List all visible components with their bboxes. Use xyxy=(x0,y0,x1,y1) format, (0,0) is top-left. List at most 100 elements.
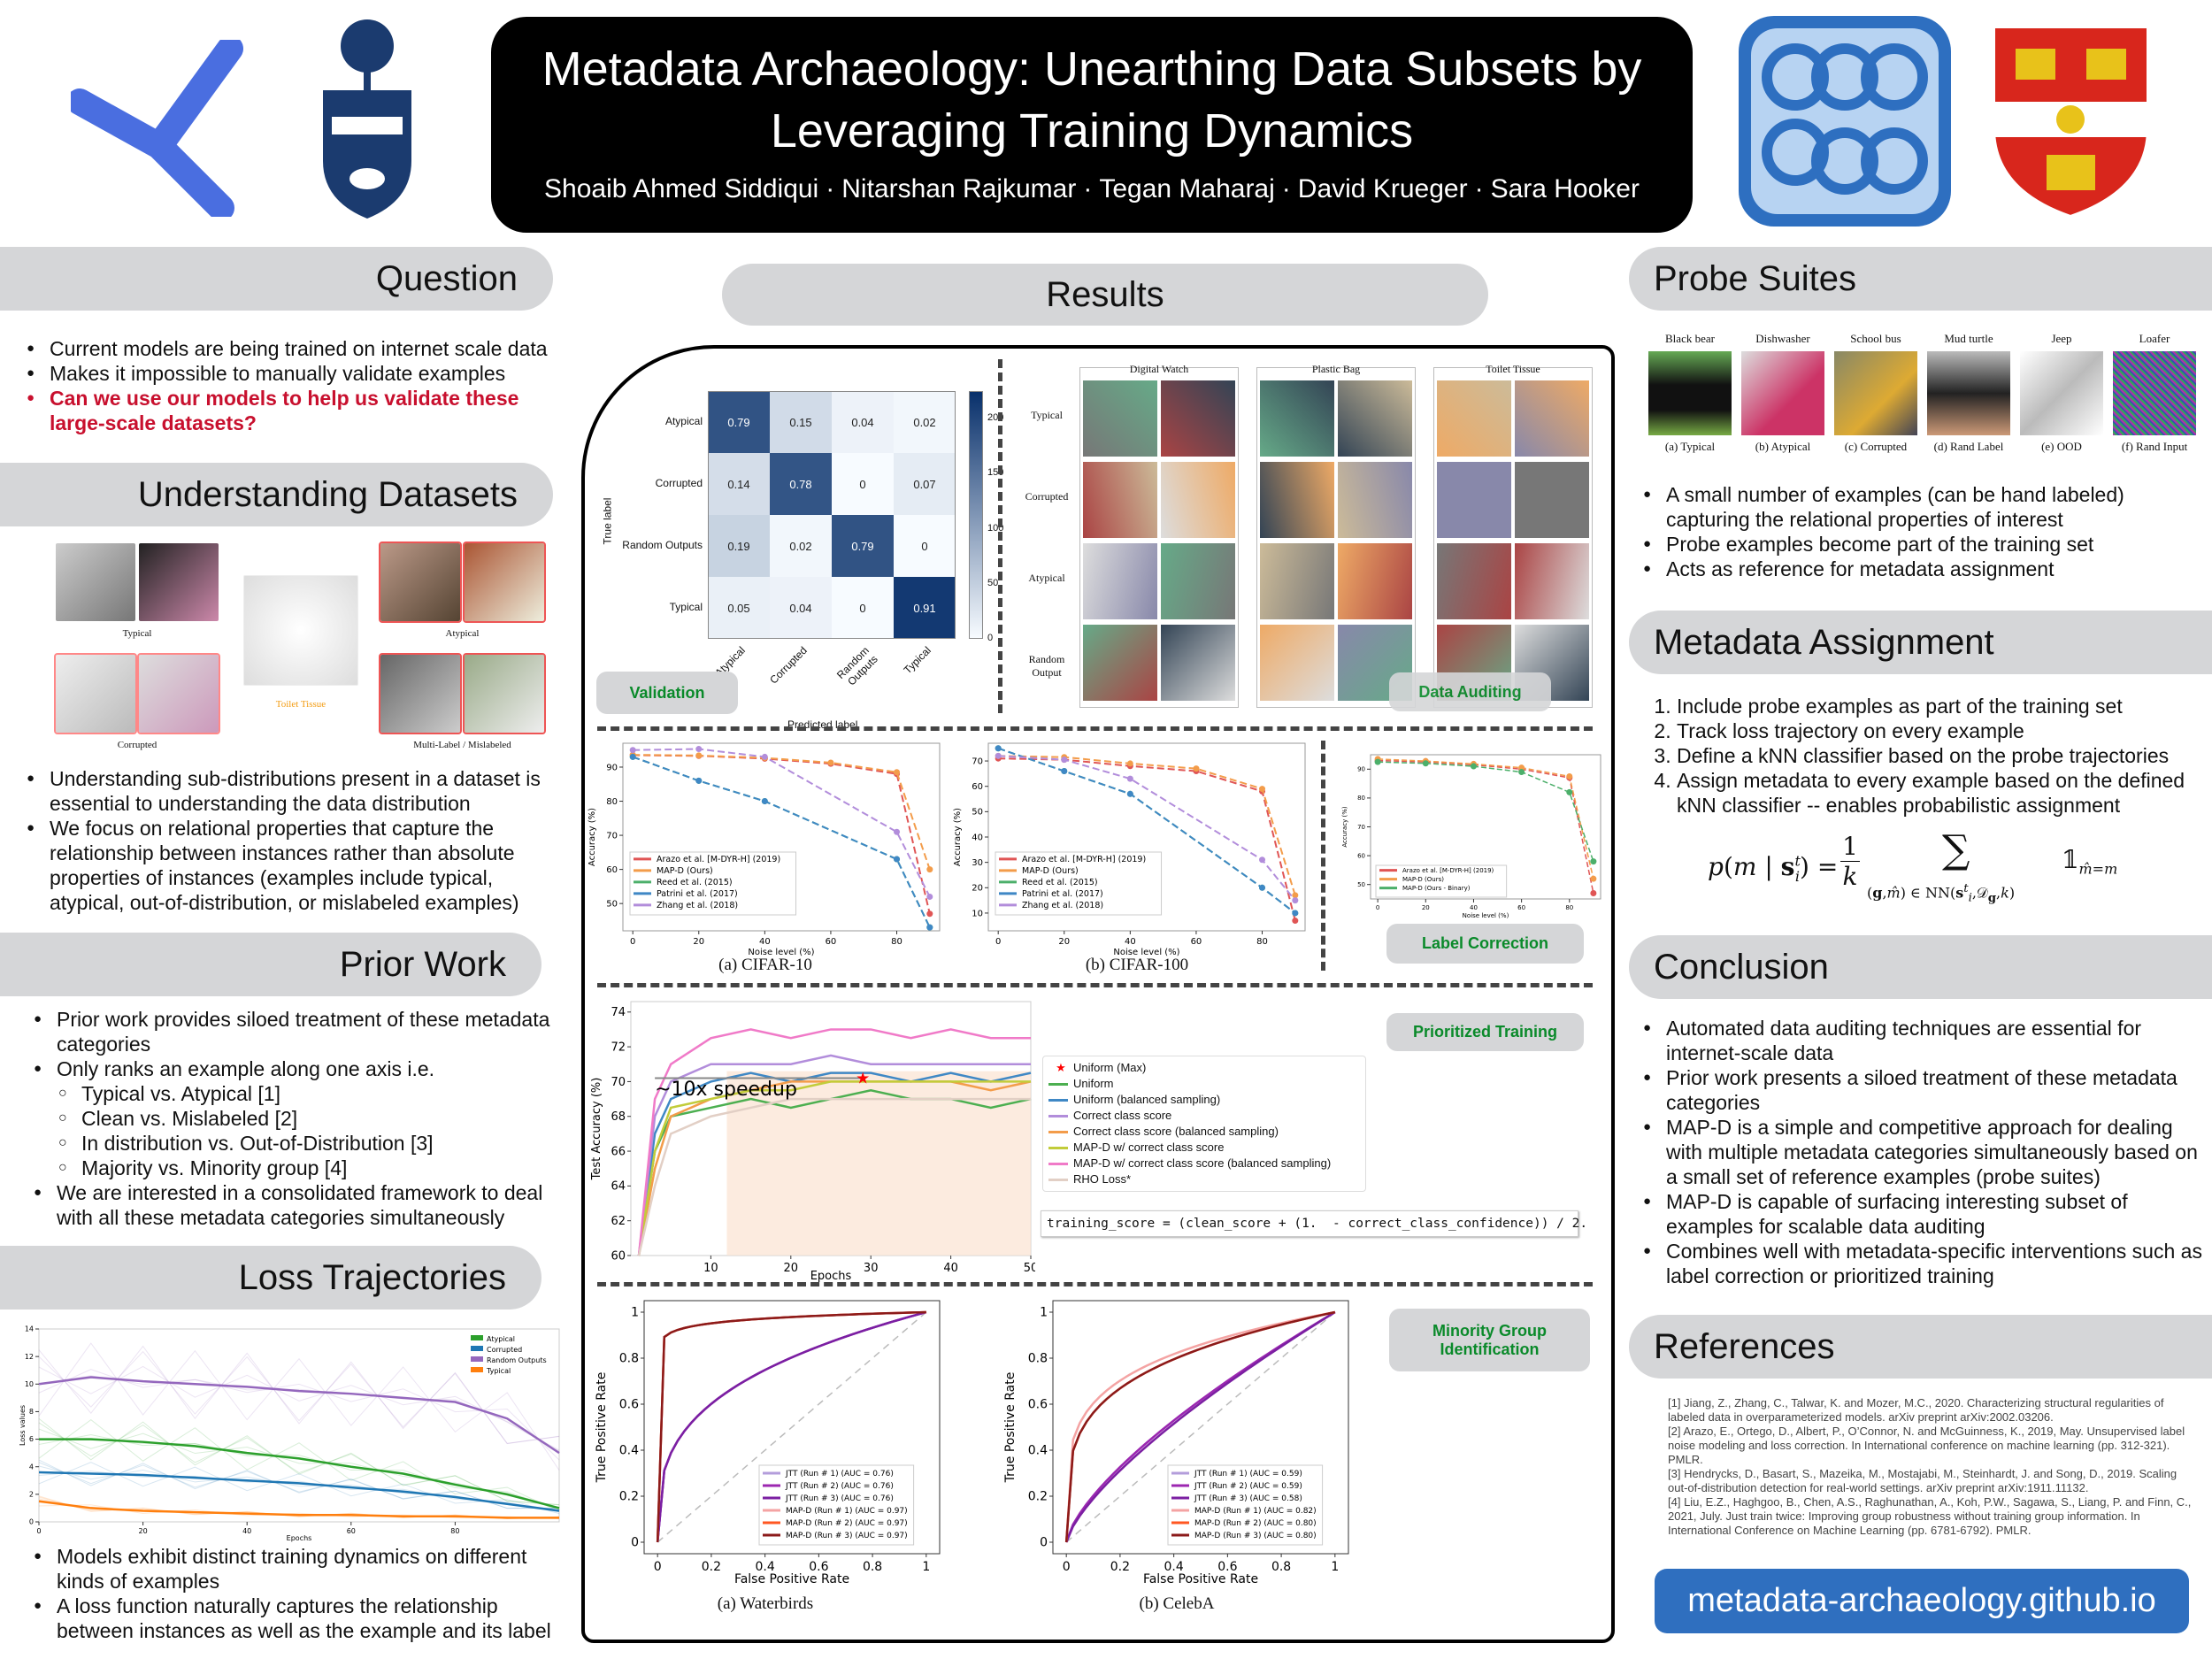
legend-box xyxy=(758,1464,915,1546)
x-tick-label: 80 xyxy=(1256,937,1268,947)
prioritized-training-tag[interactable]: Prioritized Training xyxy=(1386,1013,1584,1051)
bullet: Models exhibit distinct training dynamic… xyxy=(32,1544,572,1594)
probe-image xyxy=(2113,351,2196,435)
image-atypical-2 xyxy=(463,541,546,623)
y-axis-label: True Positive Rate xyxy=(1003,1372,1018,1484)
logo-oatml xyxy=(1739,16,1951,227)
divider xyxy=(597,726,1593,731)
y-tick-label: 20 xyxy=(972,884,983,894)
x-axis-label: Noise level (%) xyxy=(1113,948,1179,957)
bullet: MAP-D is capable of surfacing interestin… xyxy=(1641,1189,2208,1239)
legend-label: MAP-D (Run # 1) (AUC = 0.97) xyxy=(786,1507,908,1516)
bullet: A small number of examples (can be hand … xyxy=(1641,482,2208,532)
question-bullets: Current models are being trained on inte… xyxy=(25,336,565,435)
probe-suite-examples: Black bear (a) Typical Dishwasher (b) Atypi… xyxy=(1646,332,2203,456)
auditing-image xyxy=(1437,543,1511,619)
x-tick-label: 0.4 xyxy=(1164,1560,1184,1574)
legend-box xyxy=(1375,864,1508,898)
x-tick-label: 1 xyxy=(922,1560,930,1574)
x-tick-label: 80 xyxy=(1565,904,1573,911)
data-point xyxy=(1126,790,1133,797)
prioritized-legend: ★ Uniform (Max) Uniform Uniform (balanced s… xyxy=(1042,1056,1366,1192)
x-tick-label: 0 xyxy=(36,1527,41,1535)
legend-label: Patrini et al. (2017) xyxy=(657,889,738,899)
bullet: MAP-D is a simple and competitive approa… xyxy=(1641,1115,2208,1189)
data-point xyxy=(1126,760,1133,767)
y-tick-label: 74 xyxy=(611,1006,626,1019)
bullet: A loss function naturally captures the r… xyxy=(32,1594,572,1643)
y-tick-label: 62 xyxy=(611,1215,626,1228)
waterbirds-roc-chart: 0 0.2 0.4 0.6 0.8 1 0 0.2 0.4 0.6 0.8 1 False Positi… xyxy=(595,1300,941,1586)
data-point xyxy=(894,769,901,776)
data-point xyxy=(695,746,703,753)
x-tick-label: 60 xyxy=(826,937,837,947)
caption-celeba: (b) CelebA xyxy=(1139,1594,1215,1613)
bullet: Prior work presents a siloed treatment o… xyxy=(1641,1065,2208,1115)
y-tick-label: 2 xyxy=(29,1491,34,1499)
image-toilet-tissue xyxy=(243,575,358,686)
label-correction-tag[interactable]: Label Correction xyxy=(1386,924,1584,964)
bullet: Acts as reference for metadata assignmen… xyxy=(1641,557,2208,581)
minority-group-tag[interactable]: Minority Group Identification xyxy=(1389,1309,1590,1371)
trajectory-sample xyxy=(38,1375,560,1461)
series-line xyxy=(633,754,931,870)
legend-label: Uniform xyxy=(1073,1077,1114,1090)
data-point xyxy=(761,753,768,760)
x-tick-label: 0.2 xyxy=(1110,1560,1130,1574)
x-tick-label: 40 xyxy=(242,1527,251,1535)
authors: Shoaib Ahmed Siddiqui · Nitarshan Rajkumar… xyxy=(491,174,1693,204)
matrix-cell: 0.15 xyxy=(770,391,832,453)
probe-image xyxy=(2020,351,2103,435)
x-tick-label: 20 xyxy=(1422,904,1430,911)
logo-cambridge-crest xyxy=(1989,22,2153,221)
legend-label: Reed et al. (2015) xyxy=(657,878,733,887)
legend-label: JTT (Run # 1) (AUC = 0.76) xyxy=(785,1470,894,1479)
section-header-results: Results xyxy=(722,264,1488,326)
data-point xyxy=(1292,910,1299,917)
y-tick-label: 10 xyxy=(25,1380,34,1388)
auditing-image xyxy=(1260,462,1334,538)
section-header-loss-trajectories: Loss Trajectories xyxy=(0,1246,541,1310)
plot-frame xyxy=(643,1300,941,1555)
data-point xyxy=(629,747,636,754)
matrix-cell: 0 xyxy=(832,453,894,515)
x-tick-label: 1 xyxy=(1331,1560,1339,1574)
x-tick-label: 0.8 xyxy=(1271,1560,1291,1574)
colorbar xyxy=(969,391,983,639)
x-tick-label: 50 xyxy=(1024,1262,1035,1275)
y-tick-label: 68 xyxy=(611,1110,626,1124)
x-tick-label: 40 xyxy=(759,937,771,947)
data-point xyxy=(1590,875,1597,882)
trajectory-sample xyxy=(38,1422,560,1506)
y-tick-label: 70 xyxy=(1357,824,1365,831)
y-tick-label: 12 xyxy=(25,1353,34,1361)
title-banner: Metadata Archaeology: Unearthing Data Su… xyxy=(491,17,1693,233)
image-corrupted-1 xyxy=(54,653,137,734)
y-tick-label: 0.4 xyxy=(619,1444,639,1458)
caption-atypical: Atypical xyxy=(445,628,480,639)
legend-entry: Correct class score xyxy=(1048,1108,1360,1124)
data-auditing-tag[interactable]: Data Auditing xyxy=(1389,672,1551,711)
caption-cifar100: (b) CIFAR-100 xyxy=(1085,956,1189,974)
trajectory-sample xyxy=(38,1462,560,1515)
matrix-cell: 0.14 xyxy=(708,453,770,515)
section-header-prior-work: Prior Work xyxy=(0,933,541,996)
legend-label: Corrupted xyxy=(487,1346,522,1354)
plot-frame xyxy=(622,742,941,932)
auditing-image xyxy=(1338,543,1412,619)
poster-title-line2: Leveraging Training Dynamics xyxy=(770,104,1414,157)
conclusion-bullets: Automated data auditing techniques are e… xyxy=(1641,1016,2208,1288)
poster-title-line1: Metadata Archaeology: Unearthing Data Su… xyxy=(541,42,1642,96)
colorbar-tick-label: 0 xyxy=(987,633,994,643)
project-url-link[interactable]: metadata-archaeology.github.io xyxy=(1655,1569,2189,1633)
auditing-image xyxy=(1083,625,1157,701)
data-point xyxy=(1259,786,1266,793)
auditing-column-title: Toilet Tissue xyxy=(1486,363,1540,375)
step: Include probe examples as part of the tr… xyxy=(1677,694,2208,718)
celeba-roc-chart: 0 0.2 0.4 0.6 0.8 1 0 0.2 0.4 0.6 0.8 1 False Positi… xyxy=(1003,1300,1349,1586)
validation-tag[interactable]: Validation xyxy=(596,672,738,714)
step: Track loss trajectory on every example xyxy=(1677,718,2208,743)
data-point xyxy=(1259,856,1266,864)
x-tick-label: 10 xyxy=(703,1262,718,1275)
sub-bullet: Typical vs. Atypical [1] xyxy=(57,1081,563,1106)
